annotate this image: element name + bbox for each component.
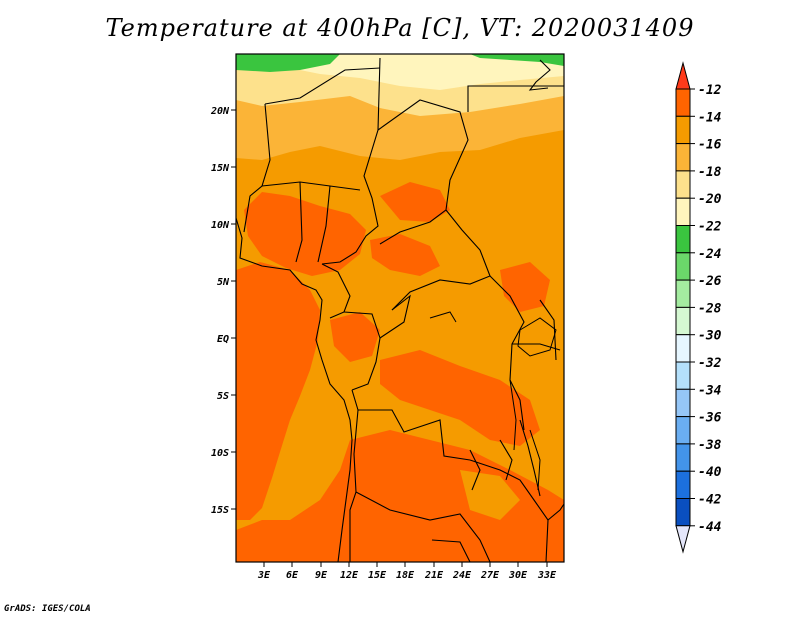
lon-label: 12E — [340, 570, 359, 581]
colorbar-label: -12 — [698, 83, 722, 98]
colorbar-swatch — [675, 143, 691, 172]
lat-labels: 20N 15N 10N 5N EQ 5S 10S 15S — [210, 106, 230, 516]
colorbar-label: -16 — [698, 138, 722, 153]
lon-label: 33E — [537, 570, 557, 581]
colorbar-swatch — [675, 361, 691, 390]
colorbar-swatch — [675, 225, 691, 254]
lat-ticks — [231, 109, 236, 510]
colorbar-label: -18 — [698, 165, 722, 180]
colorbar-swatch — [675, 115, 691, 145]
temperature-field — [236, 54, 564, 562]
lon-label: 3E — [257, 570, 271, 581]
band-12-14-west — [236, 262, 320, 520]
band-22-24-east — [470, 54, 564, 66]
colorbar-swatch — [675, 443, 691, 472]
credit-label: GrADS: IGES/COLA — [4, 604, 91, 614]
colorbar-swatch — [675, 498, 691, 527]
colorbar-swatch — [675, 170, 691, 199]
country-borders — [243, 57, 564, 562]
lon-label: 21E — [424, 570, 444, 581]
lat-label: 15S — [211, 505, 229, 516]
colorbar-swatch — [675, 334, 691, 363]
colorbar-label: -30 — [698, 329, 722, 344]
lon-ticks — [263, 562, 548, 567]
colorbar: -12 -14 -16 -18 -20 -22 -24 -26 -28 -30 -32 -34 -36 -… — [675, 61, 722, 554]
lon-label: 24E — [452, 570, 472, 581]
colorbar-label: -32 — [698, 356, 722, 371]
lat-label: 10S — [211, 448, 229, 459]
lon-label: 27E — [480, 570, 500, 581]
band-12-14-south — [236, 430, 564, 562]
colorbar-swatch — [675, 306, 691, 336]
lat-label: 20N — [210, 106, 230, 117]
colorbar-label: -20 — [698, 192, 722, 207]
colorbar-label: -28 — [698, 301, 722, 316]
colorbar-swatch — [675, 197, 691, 226]
colorbar-bottom-arrow — [675, 525, 691, 554]
lon-label: 6E — [286, 570, 299, 581]
lon-label: 9E — [315, 570, 328, 581]
map-frame — [235, 53, 565, 563]
colorbar-label: -24 — [698, 247, 722, 262]
lon-label: 15E — [368, 570, 387, 581]
colorbar-label: -36 — [698, 411, 722, 426]
colorbar-label: -42 — [698, 493, 722, 508]
band-12-14-nigeria — [244, 192, 366, 276]
colorbar-swatch — [675, 279, 691, 308]
lon-labels: 3E 6E 9E 12E 15E 18E 21E 24E 27E 30E 33E — [257, 570, 557, 581]
lat-label: 5S — [217, 391, 229, 402]
colorbar-label: -26 — [698, 274, 722, 289]
lat-label: 15N — [211, 163, 230, 174]
colorbar-swatch — [675, 88, 691, 117]
colorbar-label: -38 — [698, 438, 722, 453]
band-12-14-car — [370, 234, 440, 276]
band-12-14-congo — [330, 312, 380, 362]
lon-label: 30E — [508, 570, 528, 581]
lat-label: 10N — [211, 220, 230, 231]
coastline — [236, 217, 353, 562]
colorbar-top-arrow — [675, 61, 691, 90]
map-title: Temperature at 400hPa [C], VT: 202003140… — [105, 14, 695, 42]
colorbar-label: -40 — [698, 465, 722, 480]
colorbar-label: -44 — [698, 520, 722, 535]
colorbar-swatch — [675, 470, 691, 500]
lakes — [429, 311, 557, 491]
colorbar-label: -22 — [698, 220, 722, 235]
colorbar-label: -34 — [698, 383, 722, 398]
colorbar-swatch — [675, 252, 691, 281]
colorbar-swatch — [675, 416, 691, 445]
band-12-14-drc — [380, 350, 540, 446]
lat-label: 5N — [217, 277, 230, 288]
lon-label: 18E — [396, 570, 415, 581]
band-22-24-west — [236, 54, 340, 72]
band-20-22 — [300, 54, 564, 90]
colorbar-label: -14 — [698, 110, 722, 125]
colorbar-swatch — [675, 388, 691, 418]
band-12-14-chad — [380, 182, 450, 222]
lat-label: EQ — [217, 334, 229, 345]
